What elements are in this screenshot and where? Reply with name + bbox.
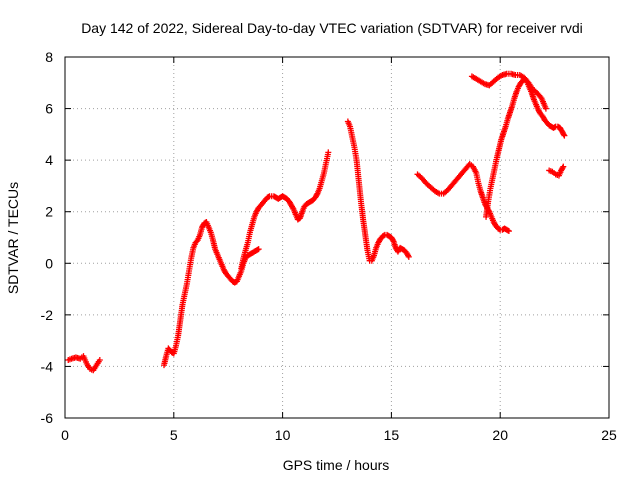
y-tick-label: 0 <box>45 255 53 271</box>
x-axis-label: GPS time / hours <box>283 457 390 473</box>
data-point <box>325 149 332 156</box>
data-point <box>405 252 412 259</box>
data-point <box>560 163 567 170</box>
data-point <box>96 356 103 363</box>
y-tick-labels: -6 -4 -2 0 2 4 6 8 <box>41 49 54 426</box>
data-point <box>193 238 200 245</box>
data-point <box>542 105 549 112</box>
x-tick-label: 15 <box>384 427 400 443</box>
data-point <box>389 237 396 244</box>
data-point <box>561 132 568 139</box>
data-point <box>559 164 566 171</box>
data-point <box>405 253 412 260</box>
x-tick-label: 20 <box>492 427 508 443</box>
plot-frame <box>64 56 610 419</box>
data-point <box>505 228 512 235</box>
y-tick-label: -2 <box>41 307 54 323</box>
x-tick-labels: 0 5 10 15 20 25 <box>61 427 617 443</box>
y-tick-label: 8 <box>45 49 53 65</box>
data-points <box>65 70 568 374</box>
y-tick-label: 6 <box>45 101 53 117</box>
y-tick-label: 4 <box>45 152 53 168</box>
grid <box>65 57 609 418</box>
x-tick-label: 25 <box>601 427 617 443</box>
y-tick-label: -6 <box>41 410 54 426</box>
y-tick-label: 2 <box>45 204 53 220</box>
data-point <box>313 191 320 198</box>
y-axis-label: SDTVAR / TECUs <box>5 182 21 294</box>
data-point <box>560 131 567 138</box>
x-tick-label: 0 <box>61 427 69 443</box>
data-point <box>537 93 544 100</box>
data-point <box>255 246 262 253</box>
chart-title: Day 142 of 2022, Sidereal Day-to-day VTE… <box>81 20 583 36</box>
y-tick-label: -4 <box>41 358 54 374</box>
data-point <box>289 204 296 211</box>
x-tick-label: 10 <box>275 427 291 443</box>
x-tick-label: 5 <box>170 427 178 443</box>
axis-ticks <box>64 56 610 419</box>
